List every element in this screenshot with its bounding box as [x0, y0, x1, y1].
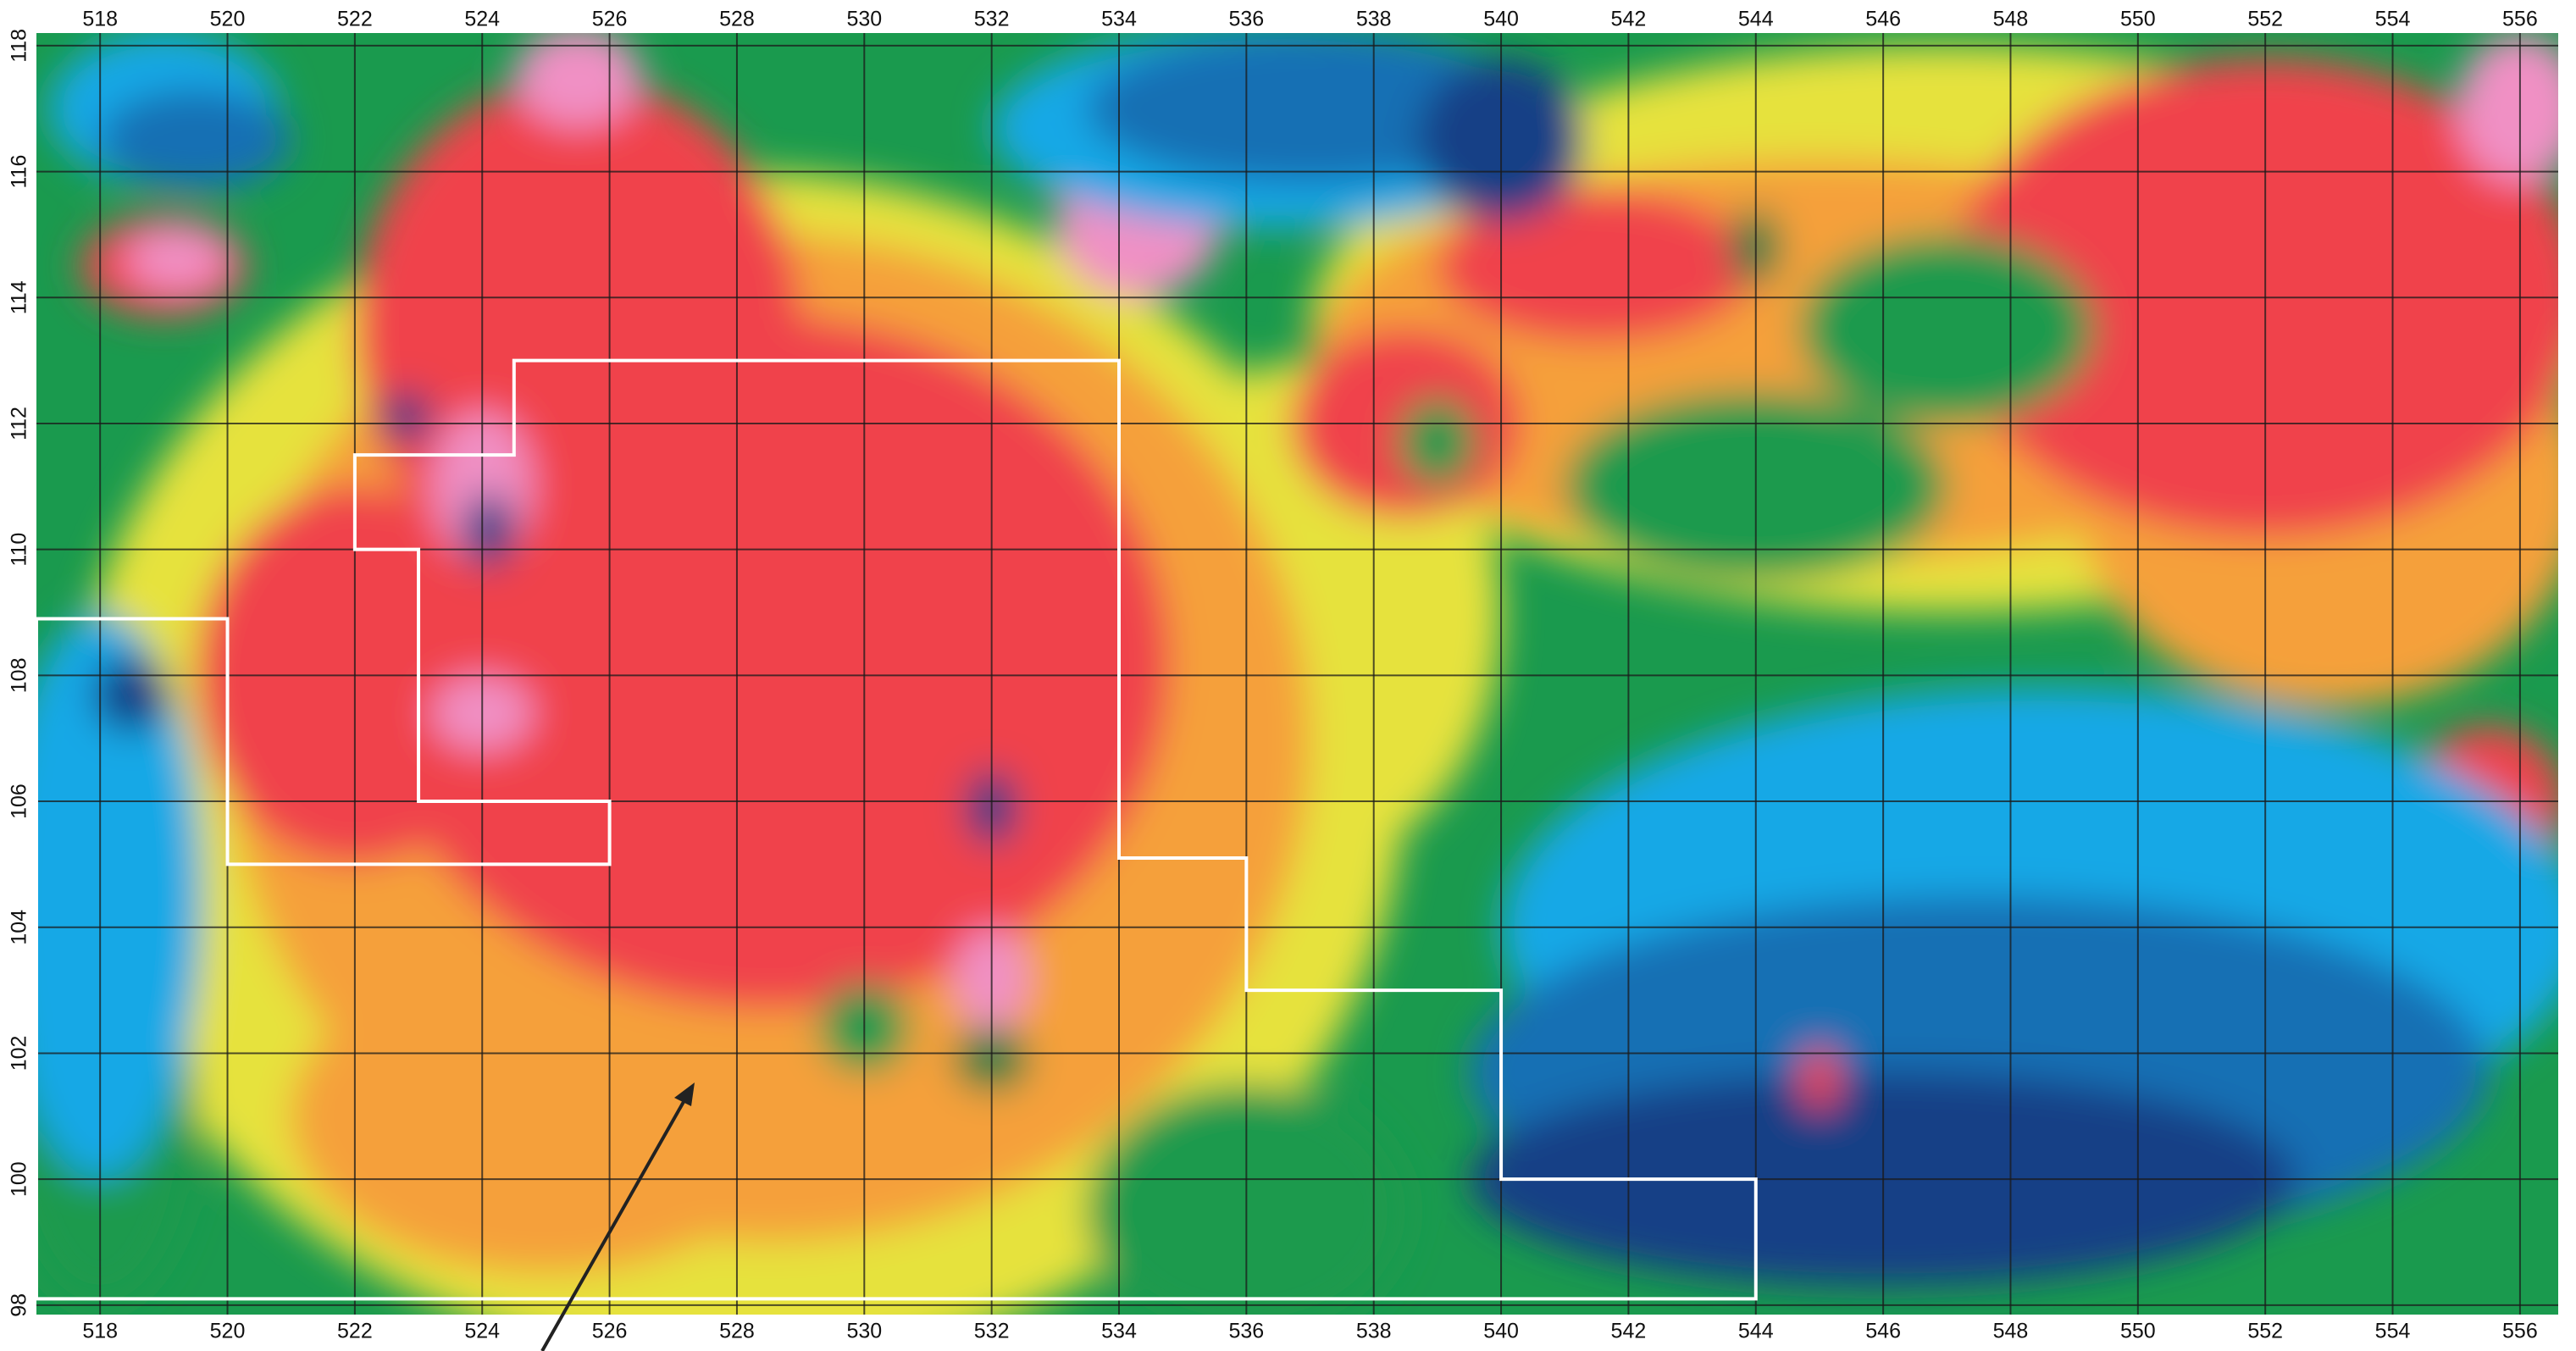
y-tick-label: 116: [8, 155, 31, 189]
y-tick-label: 104: [8, 910, 31, 945]
x-tick-label-top: 552: [2247, 8, 2283, 31]
x-tick-label-bottom: 552: [2247, 1320, 2283, 1343]
x-tick-label-top: 536: [1228, 8, 1264, 31]
x-tick-label-top: 554: [2375, 8, 2411, 31]
color-blob: [125, 228, 228, 291]
x-tick-label-top: 544: [1738, 8, 1774, 31]
x-tick-label-bottom: 544: [1738, 1320, 1774, 1343]
arrow-head: [674, 1082, 695, 1106]
x-tick-label-bottom: 532: [974, 1320, 1010, 1343]
y-tick-label: 114: [8, 280, 31, 314]
x-tick-label-bottom: 518: [82, 1320, 118, 1343]
x-tick-label-bottom: 524: [464, 1320, 500, 1343]
x-tick-label-bottom: 554: [2375, 1320, 2411, 1343]
x-tick-label-top: 546: [1865, 8, 1901, 31]
x-tick-label-top: 528: [719, 8, 755, 31]
color-blob: [291, 958, 801, 1274]
y-tick-label: 100: [8, 1161, 31, 1197]
x-tick-label-bottom: 534: [1101, 1320, 1137, 1343]
x-tick-label-top: 522: [337, 8, 373, 31]
color-blob: [100, 89, 291, 191]
x-tick-label-bottom: 530: [846, 1320, 882, 1343]
axis-labels: 518 518 520 520 522 522 524 524 526 526 528 528 530 5…: [8, 8, 2538, 1343]
y-tick-label: 102: [8, 1036, 31, 1071]
x-tick-label-bottom: 522: [337, 1320, 373, 1343]
x-tick-label-top: 542: [1611, 8, 1647, 31]
x-tick-label-bottom: 540: [1483, 1320, 1519, 1343]
y-tick-label: 108: [8, 657, 31, 693]
x-tick-label-bottom: 546: [1865, 1320, 1901, 1343]
x-tick-label-top: 520: [210, 8, 246, 31]
x-tick-label-top: 530: [846, 8, 882, 31]
overlay: [35, 358, 1758, 1351]
color-blob: [513, 33, 642, 128]
x-tick-label-bottom: 542: [1611, 1320, 1647, 1343]
color-blob: [379, 391, 432, 443]
y-tick-label: 106: [8, 783, 31, 819]
x-tick-label-top: 526: [592, 8, 628, 31]
x-tick-label-top: 540: [1483, 8, 1519, 31]
color-blob: [1399, 398, 1476, 487]
y-tick-label: 118: [8, 29, 31, 63]
color-blob: [463, 492, 514, 568]
arrow-shaft: [540, 1094, 690, 1351]
x-tick-label-top: 524: [464, 8, 500, 31]
color-blob: [2456, 33, 2558, 185]
x-tick-label-bottom: 528: [719, 1320, 755, 1343]
x-tick-label-top: 550: [2120, 8, 2156, 31]
color-blob: [1437, 190, 1756, 342]
y-tick-label: 112: [8, 407, 31, 440]
color-blob: [93, 656, 170, 733]
x-tick-label-top: 518: [82, 8, 118, 31]
color-blob: [1800, 1047, 1839, 1110]
x-tick-label-bottom: 550: [2120, 1320, 2156, 1343]
x-tick-label-top: 538: [1356, 8, 1392, 31]
field-blobs: [36, 33, 2558, 1315]
color-blob: [36, 612, 202, 1180]
x-tick-label-top: 556: [2502, 8, 2538, 31]
x-tick-label-top: 534: [1101, 8, 1137, 31]
survey-boundary: [35, 358, 1758, 1301]
x-tick-label-bottom: 536: [1228, 1320, 1264, 1343]
y-tick-label: 98: [8, 1293, 31, 1317]
x-tick-label-top: 548: [1993, 8, 2029, 31]
x-tick-label-top: 532: [974, 8, 1010, 31]
color-field: [36, 33, 2558, 1315]
x-tick-label-bottom: 538: [1356, 1320, 1392, 1343]
x-tick-label-bottom: 526: [592, 1320, 628, 1343]
color-blob: [1800, 234, 2094, 424]
x-tick-label-bottom: 520: [210, 1320, 246, 1343]
x-tick-label-bottom: 556: [2502, 1320, 2538, 1343]
y-tick-label: 110: [8, 533, 31, 567]
x-tick-label-bottom: 548: [1993, 1320, 2029, 1343]
